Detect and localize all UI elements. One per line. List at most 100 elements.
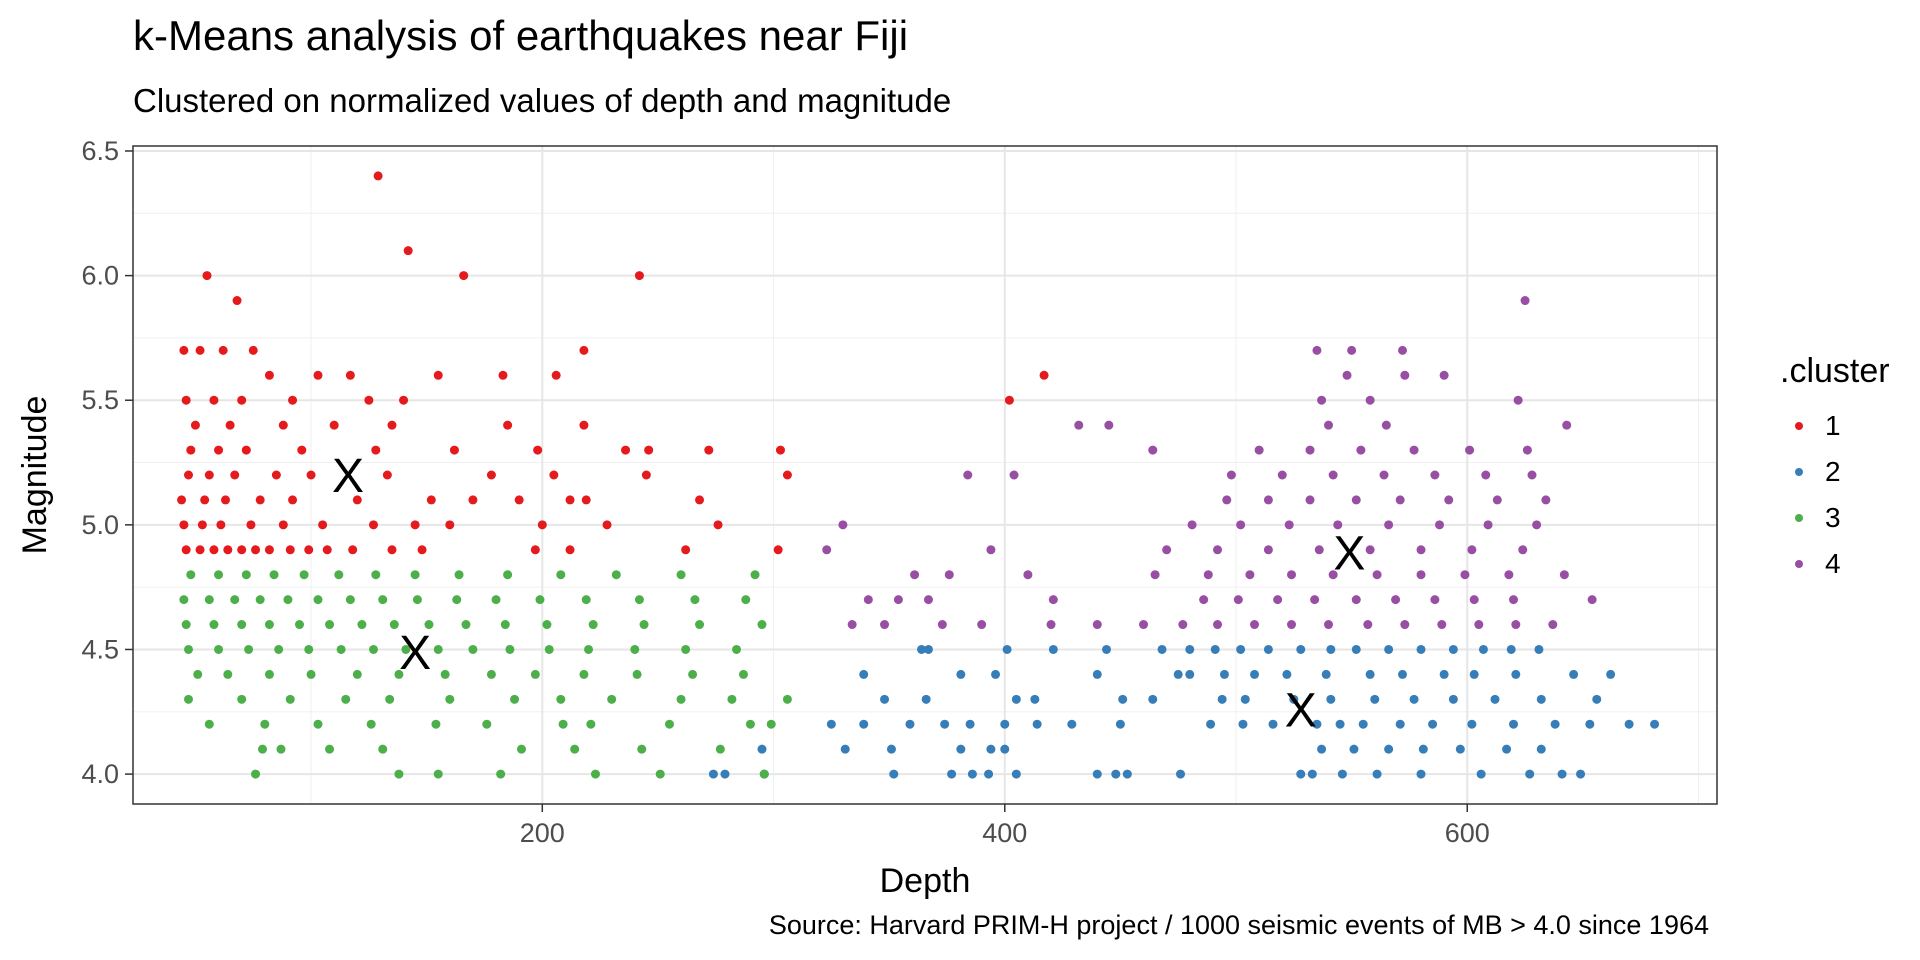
data-point-cluster-3 — [579, 669, 589, 679]
data-point-cluster-2 — [940, 719, 950, 729]
data-point-cluster-3 — [223, 669, 233, 679]
data-point-cluster-1 — [468, 495, 478, 505]
data-point-cluster-2 — [1268, 719, 1278, 729]
data-point-cluster-2 — [1102, 644, 1112, 654]
x-tick-label: 400 — [982, 818, 1027, 848]
data-point-cluster-3 — [433, 769, 443, 779]
data-point-cluster-3 — [632, 669, 642, 679]
data-point-cluster-4 — [1513, 395, 1523, 405]
data-point-cluster-1 — [364, 395, 374, 405]
data-point-cluster-3 — [357, 620, 367, 630]
data-point-cluster-3 — [193, 669, 203, 679]
data-point-cluster-1 — [602, 520, 612, 530]
data-point-cluster-3 — [500, 620, 510, 630]
data-point-cluster-3 — [276, 744, 286, 754]
data-point-cluster-3 — [445, 694, 455, 704]
data-point-cluster-1 — [251, 545, 261, 555]
data-point-cluster-1 — [459, 271, 469, 281]
data-point-cluster-3 — [214, 570, 224, 580]
data-point-cluster-2 — [1372, 769, 1382, 779]
data-point-cluster-1 — [237, 545, 247, 555]
data-point-cluster-2 — [1509, 719, 1519, 729]
data-point-cluster-3 — [535, 595, 545, 605]
data-point-cluster-2 — [1455, 744, 1465, 754]
data-point-cluster-1 — [313, 370, 323, 380]
data-point-cluster-3 — [738, 669, 748, 679]
data-point-cluster-3 — [269, 570, 279, 580]
data-point-cluster-4 — [1162, 545, 1172, 555]
data-point-cluster-2 — [1030, 694, 1040, 704]
data-point-cluster-3 — [695, 620, 705, 630]
legend-label-1: 1 — [1825, 410, 1841, 441]
data-point-cluster-3 — [244, 644, 254, 654]
data-point-cluster-2 — [1416, 769, 1426, 779]
data-point-cluster-2 — [1217, 694, 1227, 704]
data-point-cluster-1 — [634, 271, 644, 281]
data-point-cluster-4 — [1384, 520, 1394, 530]
data-point-cluster-3 — [491, 595, 501, 605]
data-point-cluster-1 — [399, 395, 409, 405]
data-point-cluster-2 — [1525, 769, 1535, 779]
data-point-cluster-4 — [923, 595, 933, 605]
centroid-marker-3: X — [399, 627, 431, 680]
data-point-cluster-1 — [345, 370, 355, 380]
data-point-cluster-1 — [255, 495, 265, 505]
y-tick-label: 4.5 — [81, 634, 119, 664]
data-point-cluster-4 — [1481, 470, 1491, 480]
data-point-cluster-4 — [1342, 370, 1352, 380]
data-point-cluster-1 — [264, 370, 274, 380]
data-point-cluster-3 — [230, 595, 240, 605]
data-point-cluster-2 — [984, 769, 994, 779]
data-point-cluster-4 — [1317, 395, 1327, 405]
data-point-cluster-4 — [944, 570, 954, 580]
data-point-cluster-3 — [304, 644, 314, 654]
data-point-cluster-4 — [1548, 620, 1558, 630]
data-point-cluster-1 — [179, 520, 189, 530]
data-point-cluster-1 — [641, 470, 651, 480]
data-point-cluster-2 — [1185, 644, 1195, 654]
data-point-cluster-4 — [1465, 445, 1475, 455]
data-point-cluster-4 — [1245, 570, 1255, 580]
data-point-cluster-3 — [655, 769, 665, 779]
data-point-cluster-3 — [325, 620, 335, 630]
data-point-cluster-4 — [1522, 445, 1532, 455]
data-point-cluster-3 — [727, 694, 737, 704]
data-point-cluster-4 — [1492, 495, 1502, 505]
data-point-cluster-3 — [209, 620, 219, 630]
data-point-cluster-1 — [565, 495, 575, 505]
data-point-cluster-2 — [1469, 669, 1479, 679]
data-point-cluster-4 — [1009, 470, 1019, 480]
data-point-cluster-1 — [186, 445, 196, 455]
data-point-cluster-2 — [886, 744, 896, 754]
data-point-cluster-2 — [840, 744, 850, 754]
data-point-cluster-2 — [1115, 719, 1125, 729]
data-point-cluster-2 — [1557, 769, 1567, 779]
data-point-cluster-1 — [368, 520, 378, 530]
data-point-cluster-3 — [676, 570, 686, 580]
data-point-cluster-2 — [956, 669, 966, 679]
data-point-cluster-1 — [209, 395, 219, 405]
data-point-cluster-2 — [826, 719, 836, 729]
data-point-cluster-4 — [1439, 370, 1449, 380]
data-point-cluster-3 — [750, 570, 760, 580]
legend-label-3: 3 — [1825, 502, 1841, 533]
data-point-cluster-2 — [1317, 744, 1327, 754]
data-point-cluster-4 — [1365, 395, 1375, 405]
data-point-cluster-1 — [218, 345, 228, 355]
data-point-cluster-1 — [449, 445, 459, 455]
data-points — [177, 171, 1660, 779]
data-point-cluster-4 — [1074, 420, 1084, 430]
data-point-cluster-1 — [704, 445, 714, 455]
x-axis-label: Depth — [880, 862, 971, 900]
data-point-cluster-2 — [1067, 719, 1077, 729]
data-point-cluster-2 — [1585, 719, 1595, 729]
data-point-cluster-2 — [1409, 694, 1419, 704]
data-point-cluster-3 — [766, 719, 776, 729]
data-point-cluster-2 — [1122, 769, 1132, 779]
data-point-cluster-3 — [607, 694, 617, 704]
data-point-cluster-4 — [1391, 595, 1401, 605]
data-point-cluster-2 — [1282, 669, 1292, 679]
data-point-cluster-2 — [1092, 669, 1102, 679]
data-point-cluster-1 — [1039, 370, 1049, 380]
data-point-cluster-2 — [1011, 769, 1021, 779]
